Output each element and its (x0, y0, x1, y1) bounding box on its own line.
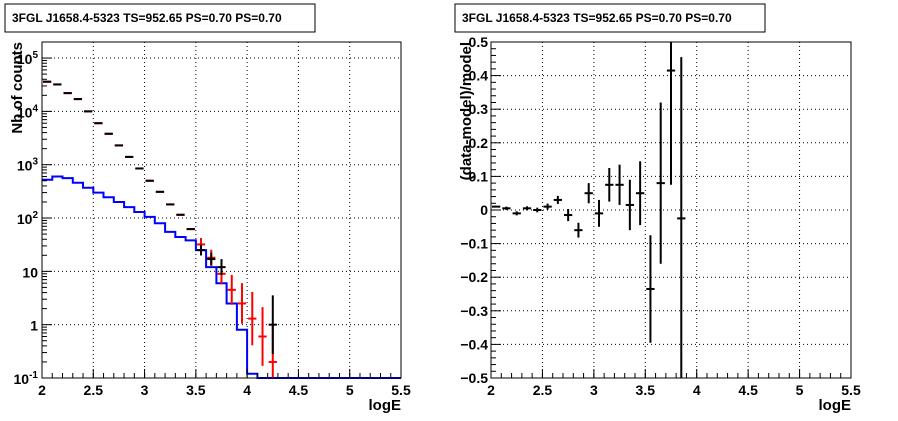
right-x-tick-label: 4.5 (738, 382, 758, 398)
left-x-axis-label: logE (369, 397, 402, 414)
right-y-tick-label: 0.3 (469, 101, 489, 117)
right-y-axis-label: (data-model)/model (458, 42, 475, 180)
right-plot-data (492, 42, 686, 378)
left-title-box (4, 3, 316, 33)
right-x-tick-label: 2.5 (533, 382, 553, 398)
model-count-point (237, 283, 247, 324)
residual-point (502, 206, 511, 210)
right-y-tick-label: −0.4 (460, 336, 488, 352)
left-y-tick-label: 1 (30, 318, 38, 334)
right-y-tick-label: 0.2 (469, 135, 489, 151)
right-y-tick-label: −0.5 (460, 370, 488, 386)
right-x-axis-label: logE (819, 397, 852, 414)
right-y-tick-label: 0.4 (469, 68, 489, 84)
left-y-tick-label: 104 (17, 103, 39, 120)
left-axis-ticks: 2 2.5 3 3.5 4 4.5 5 5.5 10-1 1 10 102 103 104 105 (14, 50, 411, 398)
residual-point (656, 102, 665, 264)
right-x-tick-label: 5.5 (841, 382, 861, 398)
right-y-tick-label: 0 (480, 202, 488, 218)
left-x-tick-label: 2 (38, 382, 46, 398)
right-axis-ticks: 2 2.5 3 3.5 4 4.5 5 5.5 −0.5 −0.4 −0.3 −0.2 −0.1 0 0.1… (460, 34, 861, 398)
residual-point (522, 206, 532, 211)
residual-point (533, 207, 542, 213)
model-count-point (227, 274, 236, 305)
left-x-tick-label: 4.5 (289, 382, 309, 398)
left-x-tick-label: 4 (243, 382, 251, 398)
left-x-tick-label: 2.5 (84, 382, 104, 398)
left-x-tick-label: 5.5 (391, 382, 411, 398)
right-x-tick-label: 5 (796, 382, 804, 398)
residual-point (615, 164, 624, 205)
left-x-tick-label: 3 (141, 382, 149, 398)
right-chart: 3FGL J1658.4-5323 TS=952.65 PS=0.70 PS=0… (454, 3, 861, 414)
right-y-tick-label: 0.1 (469, 168, 489, 184)
residual-point (666, 42, 676, 185)
data-count-point (207, 252, 216, 266)
right-y-tick-label: 0.5 (469, 34, 489, 50)
left-plot-data (42, 80, 401, 379)
right-x-tick-label: 3 (590, 382, 598, 398)
left-chart-title: 3FGL J1658.4-5323 TS=952.65 PS=0.70 PS=0… (12, 11, 282, 25)
left-chart: 3FGL J1658.4-5323 TS=952.65 PS=0.70 PS=0… (4, 3, 411, 414)
left-x-tick-label: 3.5 (186, 382, 206, 398)
left-y-tick-label: 102 (17, 210, 39, 227)
right-y-tick-label: −0.2 (460, 269, 488, 285)
left-y-tick-label: 10 (22, 264, 38, 280)
residual-point (574, 222, 583, 238)
left-plot-frame (41, 41, 402, 379)
data-count-point (268, 295, 277, 355)
right-x-tick-label: 3.5 (636, 382, 656, 398)
left-y-tick-label: 105 (17, 50, 39, 67)
left-y-tick-label: 103 (17, 157, 39, 174)
model-count-point (248, 291, 257, 346)
right-y-tick-label: −0.1 (460, 236, 488, 252)
right-gridlines (491, 42, 851, 378)
residual-point (594, 199, 604, 227)
left-gridlines (42, 42, 401, 378)
left-y-axis-label: Nb of counts (9, 42, 26, 134)
right-chart-title: 3FGL J1658.4-5323 TS=952.65 PS=0.70 PS=0… (462, 11, 732, 25)
right-y-tick-label: −0.3 (460, 303, 488, 319)
left-x-tick-label: 5 (346, 382, 354, 398)
residual-point (512, 211, 521, 216)
model-count-point (258, 307, 267, 366)
residual-point (584, 183, 593, 204)
residual-point (636, 161, 645, 226)
data-count-point (196, 244, 206, 256)
residual-point (625, 179, 634, 231)
residual-point (646, 235, 655, 343)
data-count-point (217, 259, 226, 276)
residual-point (677, 57, 686, 378)
residual-point (605, 168, 614, 202)
left-y-tick-label: 10-1 (14, 370, 39, 387)
right-x-tick-label: 2 (487, 382, 495, 398)
residual-point (553, 195, 562, 204)
right-title-box (454, 3, 766, 33)
residual-point (543, 203, 552, 210)
right-x-tick-label: 4 (693, 382, 701, 398)
residual-point (564, 208, 573, 222)
